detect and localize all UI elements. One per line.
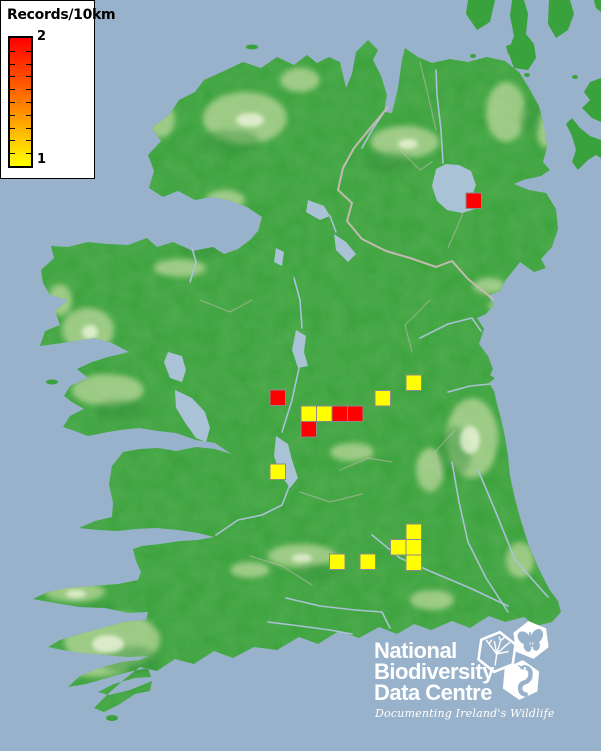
record-square-3[interactable]: [300, 405, 317, 422]
butterfly-cutout: [517, 629, 544, 652]
legend-title: Records/10km: [7, 7, 116, 23]
rhins-of-galloway: [566, 118, 601, 170]
river-shannon-upper: [293, 277, 303, 329]
lakes-group: [164, 164, 476, 488]
legend-tick: [10, 50, 15, 52]
legend-colorbar: [8, 36, 33, 168]
legend-tick: [10, 63, 15, 65]
boundaries-group: [199, 61, 494, 586]
river-shannon-lower: [215, 486, 290, 536]
logo-tagline: Documenting Ireland's Wildlife: [375, 707, 555, 720]
legend-tick: [10, 153, 15, 155]
river-barrow: [451, 461, 509, 613]
tree-branches: [485, 636, 511, 666]
arran-island: [548, 0, 574, 38]
seahorse-cutout: [517, 664, 533, 697]
kintyre-peninsula: [508, 0, 536, 70]
record-square-6[interactable]: [347, 405, 364, 422]
seahorse-hexagon-icon: [502, 660, 540, 700]
river-bann: [435, 69, 444, 164]
lough-ree: [292, 330, 308, 368]
record-square-15[interactable]: [405, 539, 422, 556]
legend-tick: [10, 127, 15, 129]
rathlin-island: [506, 42, 532, 54]
river-moy: [189, 247, 197, 283]
record-square-14[interactable]: [405, 523, 422, 540]
record-square-4[interactable]: [316, 405, 333, 422]
galloway-coast: [582, 78, 601, 122]
record-squares-layer: [269, 192, 482, 571]
county-borders: [199, 61, 471, 586]
lower-lough-erne: [306, 200, 330, 220]
record-square-12[interactable]: [359, 553, 376, 570]
record-square-5[interactable]: [331, 405, 348, 422]
legend-tick: [10, 89, 15, 91]
lough-mask: [164, 352, 186, 382]
record-square-13[interactable]: [390, 539, 407, 556]
lough-neagh: [432, 164, 476, 213]
river-shannon-mid: [281, 367, 300, 433]
record-square-11[interactable]: [329, 553, 346, 570]
lough-derg: [274, 436, 298, 488]
legend-max-label: 2: [37, 29, 47, 44]
river-erne: [329, 215, 337, 233]
record-square-9[interactable]: [405, 374, 422, 391]
legend-tick: [26, 89, 31, 91]
record-square-2[interactable]: [269, 389, 286, 406]
legend-tick: [26, 140, 31, 142]
record-square-7[interactable]: [300, 421, 317, 438]
logo-line-2: Biodiversity: [374, 659, 494, 684]
record-square-16[interactable]: [405, 554, 422, 571]
legend-min-label: 1: [37, 152, 47, 167]
record-square-8[interactable]: [374, 390, 391, 407]
river-lee: [267, 621, 353, 635]
clear-island: [106, 715, 118, 721]
logo-line-3: Data Centre: [374, 680, 492, 705]
tory-island: [246, 44, 258, 50]
islet-b: [524, 73, 530, 77]
record-square-1[interactable]: [465, 192, 482, 209]
ni-border: [337, 106, 494, 300]
butterfly-hexagon-icon: [513, 621, 549, 659]
islet-a: [470, 54, 476, 58]
legend-tick: [10, 140, 15, 142]
inishbofin-island: [46, 379, 58, 385]
nbdc-logo: National Biodiversity Data Centre Docume…: [368, 638, 555, 721]
legend-tick: [26, 153, 31, 155]
logo-line-1: National: [374, 638, 457, 663]
river-slaney: [477, 469, 549, 598]
river-liffey: [447, 383, 491, 393]
legend-tick: [26, 127, 31, 129]
legend-tick: [10, 102, 15, 103]
legend-tick: [26, 102, 31, 103]
legend-tick: [10, 114, 15, 116]
rivers-group: [189, 69, 549, 635]
river-blackwater: [285, 597, 391, 629]
legend-tick: [26, 114, 31, 116]
scotland-corner: [594, 0, 601, 12]
legend-tick: [26, 63, 31, 65]
legend: Records/10km 2 1: [0, 0, 116, 179]
river-boyne: [419, 317, 482, 339]
islay-island: [466, 0, 495, 30]
record-square-10[interactable]: [269, 463, 286, 480]
legend-tick: [26, 76, 31, 78]
logo-hexagons: [477, 621, 549, 700]
lough-allen: [274, 248, 284, 266]
legend-tick: [10, 76, 15, 78]
upper-lough-erne: [334, 234, 356, 262]
lough-corrib: [175, 390, 210, 442]
islet-c: [572, 75, 578, 79]
legend-tick: [26, 50, 31, 52]
